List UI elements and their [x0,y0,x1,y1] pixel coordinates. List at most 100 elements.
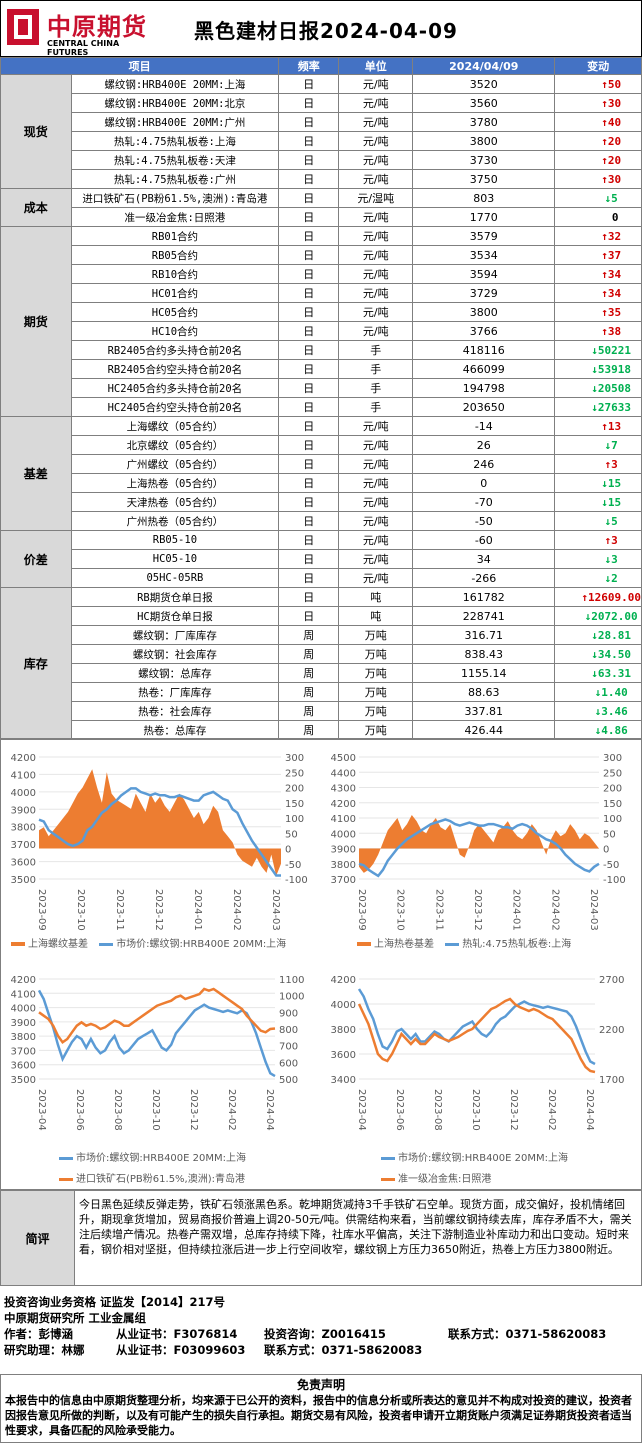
table-row: 北京螺纹（05合约）日元/吨 26 ↓7 [1,435,642,455]
cell-change: ↑50 [554,74,642,94]
report-header: 中原期货 CENTRAL CHINA FUTURES 黑色建材日报2024-04… [0,0,642,57]
cell-freq: 周 [278,625,340,645]
qualification-line: 投资咨询业务资格 证监发【2014】217号 [4,1295,226,1309]
x-tick-label: 2024-03 [588,889,599,931]
right-tick-label: 200 [603,784,622,795]
cell-item: 螺纹钢：总库存 [70,663,280,683]
cell-item: 上海热卷（05合约） [70,473,280,493]
arrow-up-icon: ↑ [601,324,608,338]
x-tick-label: 2024-02 [546,1089,557,1131]
right-tick-label: 250 [603,768,622,779]
table-row: 库存 RB期货仓单日报日吨 161782 ↑12609.00 [0,587,642,740]
cell-value: 3579 [412,226,556,246]
table-row: 成本 进口铁矿石(PB粉61.5%,澳洲):青岛港日元/湿吨 803 ↓5 [0,188,642,227]
arrow-up-icon: ↑ [601,419,608,433]
cell-freq: 日 [278,283,340,303]
cell-item: RB期货仓单日报 [70,587,280,607]
cell-unit: 元/吨 [338,93,414,113]
table-row: 螺纹钢：厂库库存周万吨 316.71 ↓28.81 [1,625,642,645]
x-tick-label: 2023-06 [74,1089,85,1131]
arrow-down-icon: ↓ [591,400,598,414]
cell-change: ↓20508 [554,378,642,398]
table-row: 热轧:4.75热轧板卷:上海日元/吨 3800 ↑20 [1,131,642,151]
series-line [357,997,596,1074]
logo-mark-icon [7,9,39,45]
series-line [38,987,276,1045]
group-label: 期货 [0,226,72,417]
change-value: 53918 [597,362,632,376]
chart-rebar-coke: 4200 4000 3800 3600 3400 2700 2200 1700 2023-04 2… [331,975,625,1131]
arrow-up-icon: ↑ [581,590,588,604]
change-value: 3.46 [601,704,628,718]
change-value: 50 [607,77,622,91]
cell-item: 螺纹钢：厂库库存 [70,625,280,645]
chart-hrc-basis: 4500 4400 4300 4200 4100 4000 3900 3800 3700 300 2… [331,753,626,931]
cell-freq: 日 [278,207,340,227]
cell-value: 3800 [412,302,556,322]
left-tick-label: 3800 [11,823,36,834]
x-tick-label: 2023-04 [36,1089,47,1131]
chart-rebar-basis: 4200 4100 4000 3900 3800 3700 3600 3500 300 250 20… [11,753,308,931]
table-row: HC05-10 日元/吨 34 ↓3 [1,549,642,569]
cell-value: 194798 [412,378,556,398]
x-tick-label: 2024-01 [192,889,203,931]
change-value: 7 [611,438,618,452]
cell-unit: 元/吨 [338,549,414,569]
arrow-up-icon: ↑ [601,248,608,262]
cell-item: 准一级冶金焦:日照港 [70,207,280,227]
table-row: 热轧:4.75热轧板卷:广州日元/吨 3750 ↑30 [1,169,642,189]
group-label: 现货 [0,74,72,189]
cell-freq: 周 [278,644,340,664]
table-row: 上海热卷（05合约）日元/吨 0 ↓15 [1,473,642,493]
cell-value: 3560 [412,93,556,113]
cell-item: 螺纹钢：社会库存 [70,644,280,664]
left-tick-label: 3800 [331,860,356,871]
right-tick-label: 500 [279,1075,298,1086]
cell-item: HC10合约 [70,321,280,341]
cell-freq: 日 [278,302,340,322]
cell-value: -14 [412,416,556,436]
left-tick-label: 3600 [331,1050,356,1061]
arrow-down-icon: ↓ [604,552,612,566]
x-tick-label: 2023-09 [356,889,367,931]
legend-swatch [59,1156,73,1160]
cell-change: ↑20 [554,150,642,170]
change-value: 63.31 [597,666,632,680]
cell-unit: 元/吨 [338,511,414,531]
change-value: 3 [611,552,618,566]
cell-change: ↑3 [554,530,642,550]
cell-value: 803 [412,188,556,208]
x-tick-label: 2024-02 [549,889,560,931]
cell-change: ↓5 [554,511,642,531]
right-tick-label: -50 [603,860,619,871]
arrow-down-icon: ↓ [584,609,592,623]
change-value: 34 [607,286,622,300]
x-tick-label: 2023-04 [356,1089,367,1131]
arrow-up-icon: ↑ [601,134,608,148]
right-tick-label: 200 [285,784,304,795]
cell-value: 161782 [412,587,556,607]
cell-freq: 日 [278,359,340,379]
change-value: 2 [611,571,618,585]
right-tick-label: 300 [285,753,304,764]
change-value: 20508 [597,381,632,395]
arrow-up-icon: ↑ [601,77,608,91]
logo-en-text: CENTRAL CHINA FUTURES [47,39,120,57]
arrow-up-icon: ↑ [601,286,608,300]
legend-label: 市场价:螺纹钢:HRB400E 20MM:上海 [116,939,287,950]
legend-label: 上海螺纹基差 [28,939,88,950]
disclaimer-text: 本报告中的信息由中原期货整理分析，均来源于已公开的资料，报告中的信息分析或所表达… [5,1394,632,1437]
arrow-down-icon: ↓ [604,191,612,205]
change-value: 15 [607,495,622,509]
table-row: RB2405合约多头持仓前20名日手 418116 ↓50221 [1,340,642,360]
x-tick-label: 2023-11 [114,889,125,931]
arrow-up-icon: ↑ [604,533,612,547]
cell-change: ↑30 [554,169,642,189]
arrow-down-icon: ↓ [604,438,612,452]
change-value: 30 [607,96,622,110]
arrow-down-icon: ↓ [591,666,598,680]
cell-item: 热卷：厂库库存 [70,682,280,702]
arrow-up-icon: ↑ [601,229,608,243]
arrow-down-icon: ↓ [591,343,598,357]
x-tick-label: 2024-03 [270,889,281,931]
